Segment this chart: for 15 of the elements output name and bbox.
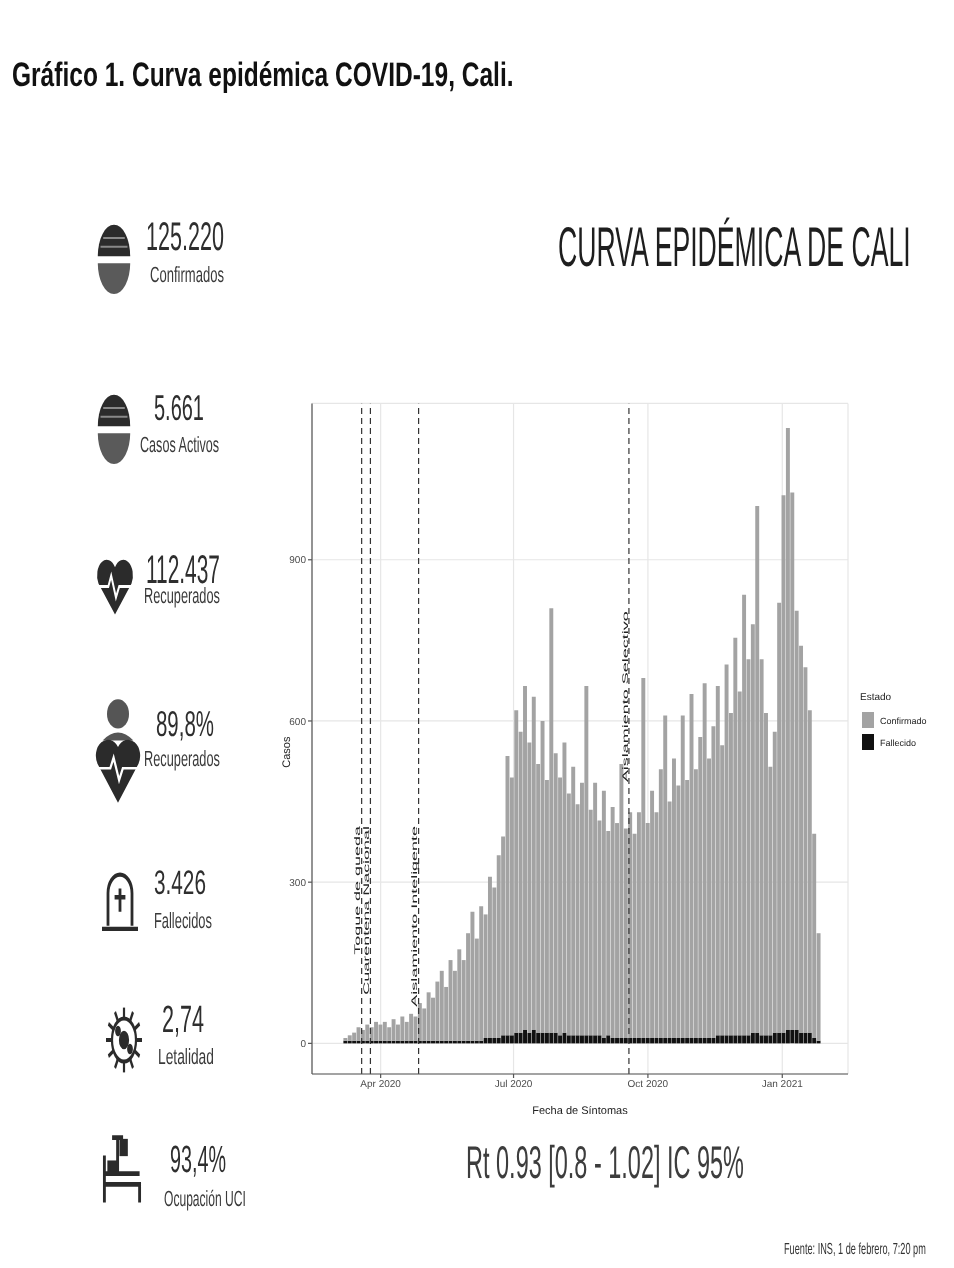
text: 125.220 [146,215,224,260]
text: Letalidad [158,1044,214,1069]
chart-title: CURVA EPIDÉMICA DE CALI [558,214,911,279]
text: Recuperados [144,746,221,771]
text: Casos Activos [140,432,220,457]
text: Rt 0.93 [0.8 - 1.02] IC 95% [466,1135,744,1189]
text: 3.426 [154,862,207,902]
text: Ocupación UCI [164,1186,246,1211]
text: Gráfico 1. Curva epidémica COVID-19, Cali. [12,58,514,96]
text: 89,8% [156,706,214,746]
text: Fallecidos [154,908,213,933]
text: 2,74 [162,1000,205,1042]
text: 5.661 [154,390,204,430]
text: Confirmados [150,262,225,287]
text: 93,4% [170,1139,226,1183]
